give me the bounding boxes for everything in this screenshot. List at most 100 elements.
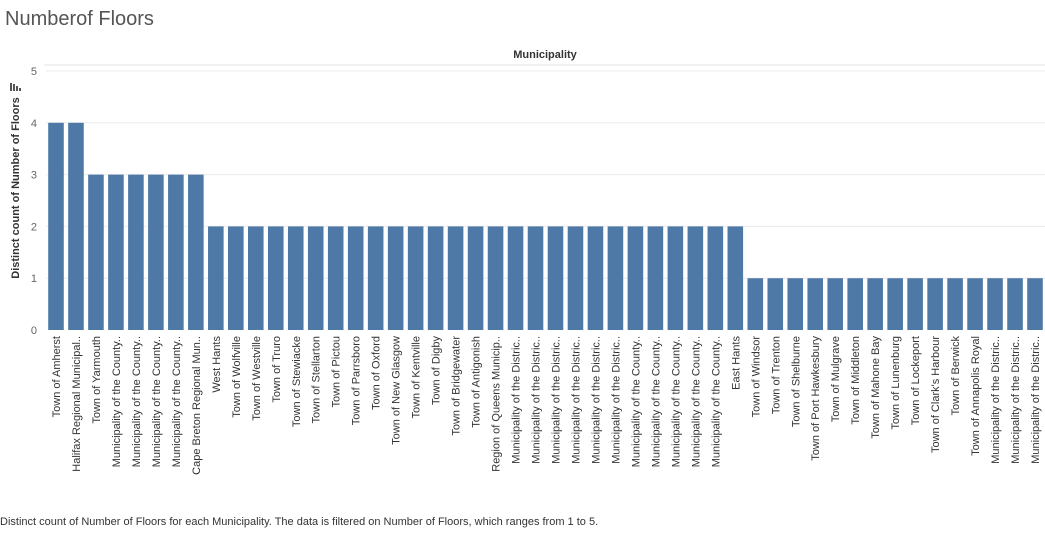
bar[interactable]	[647, 226, 664, 330]
bar[interactable]	[707, 226, 724, 330]
bar[interactable]	[607, 226, 624, 330]
x-tick-label: Town of Kentville	[411, 336, 423, 419]
x-tick-label: East Hants	[730, 336, 742, 390]
y-tick-label: 5	[31, 66, 37, 78]
bar[interactable]	[987, 278, 1003, 330]
x-tick-label: Town of Berwick	[950, 336, 962, 416]
bar[interactable]	[767, 278, 784, 330]
bar[interactable]	[108, 174, 124, 330]
bar[interactable]	[267, 226, 284, 330]
x-tick-label: Town of Wolfville	[231, 336, 243, 418]
x-tick-label: Town of Parrsboro	[351, 336, 363, 425]
y-tick-label: 1	[31, 273, 37, 285]
x-tick-label: Town of Amherst	[51, 336, 63, 417]
x-tick-label: Municipality of the County..	[670, 336, 682, 467]
x-tick-label: Municipality of the County..	[171, 336, 183, 467]
x-tick-label: Town of Digby	[431, 336, 443, 406]
x-tick-label: Municipality of the County..	[710, 336, 722, 467]
x-tick-label: Municipality of the Distric..	[610, 336, 622, 464]
bar[interactable]	[168, 174, 184, 330]
bar[interactable]	[867, 278, 883, 330]
x-tick-label: Municipality of the Distric..	[511, 336, 523, 464]
x-tick-label: Town of Westville	[251, 336, 263, 421]
y-tick-label: 2	[31, 221, 37, 233]
y-tick-label: 0	[31, 325, 37, 337]
bar[interactable]	[827, 278, 844, 330]
bar[interactable]	[48, 122, 64, 330]
bar-chart: 0 1 2 3 4 5 Town of Amherst Halifax Regional M…	[10, 49, 1045, 475]
x-tick-label: Town of Shelburne	[790, 336, 802, 427]
y-tick-label: 3	[31, 170, 37, 182]
x-tick-label: Municipality of the County..	[111, 336, 123, 467]
bar[interactable]	[747, 278, 764, 330]
x-tick-label: Municipality of the Distric..	[1010, 336, 1022, 464]
bar[interactable]	[88, 174, 104, 330]
bar[interactable]	[487, 226, 504, 330]
bar[interactable]	[447, 226, 464, 330]
bar[interactable]	[387, 226, 404, 330]
bar[interactable]	[1027, 278, 1043, 330]
x-tick-label: Municipality of the Distric..	[590, 336, 602, 464]
x-tick-label: Town of Clark's Harbour	[930, 336, 942, 453]
bar[interactable]	[687, 226, 704, 330]
bar[interactable]	[587, 226, 604, 330]
y-axis-label: Distinct count of Number of Floors	[10, 97, 22, 279]
x-tick-label: Town of Port Hawkesbury	[810, 336, 822, 461]
bar[interactable]	[927, 278, 943, 330]
bar[interactable]	[627, 226, 644, 330]
bar[interactable]	[727, 226, 744, 330]
x-tick-label: Town of Lunenburg	[890, 336, 902, 430]
bar[interactable]	[347, 226, 364, 330]
x-tick-label: Municipality of the County..	[630, 336, 642, 467]
bars[interactable]	[48, 122, 1043, 330]
bar[interactable]	[547, 226, 564, 330]
x-tick-label: Town of Mahone Bay	[870, 336, 882, 439]
bar[interactable]	[887, 278, 903, 330]
y-tick-label: 4	[31, 118, 37, 130]
bar[interactable]	[947, 278, 963, 330]
chart-caption: Distinct count of Number of Floors for e…	[0, 516, 599, 528]
bar[interactable]	[1007, 278, 1023, 330]
bar[interactable]	[247, 226, 264, 330]
x-tick-label: Town of Pictou	[331, 336, 343, 408]
bar[interactable]	[367, 226, 384, 330]
x-tick-label: Municipality of the Distric..	[990, 336, 1002, 464]
bar[interactable]	[228, 226, 244, 330]
bar[interactable]	[527, 226, 544, 330]
bar[interactable]	[287, 226, 304, 330]
bar[interactable]	[68, 122, 84, 330]
bar[interactable]	[507, 226, 524, 330]
bar[interactable]	[407, 226, 424, 330]
page-title: Numberof Floors	[5, 8, 154, 30]
x-tick-label: Municipality of the Distric..	[570, 336, 582, 464]
bar[interactable]	[148, 174, 164, 330]
bar[interactable]	[208, 226, 224, 330]
x-tick-label: Municipality of the Distric..	[1030, 336, 1042, 464]
x-tick-label: Town of Yarmouth	[91, 336, 103, 424]
bar[interactable]	[847, 278, 863, 330]
bar[interactable]	[567, 226, 584, 330]
x-tick-label: Municipality of the County..	[151, 336, 163, 467]
x-tick-label: Municipality of the County..	[690, 336, 702, 467]
bar[interactable]	[307, 226, 324, 330]
bar[interactable]	[128, 174, 144, 330]
column-header: Municipality	[513, 49, 577, 61]
x-tick-label: West Hants	[211, 336, 223, 393]
bar[interactable]	[327, 226, 344, 330]
x-tick-label: Town of Windsor	[750, 336, 762, 418]
x-tick-label: Town of Stellarton	[311, 336, 323, 423]
bar[interactable]	[807, 278, 824, 330]
y-axis-ticks: 0 1 2 3 4 5	[31, 66, 37, 337]
x-tick-label: Town of Lockeport	[910, 336, 922, 425]
bar[interactable]	[907, 278, 923, 330]
bar[interactable]	[188, 174, 204, 330]
bar[interactable]	[787, 278, 804, 330]
x-tick-label: Region of Queens Municip..	[491, 336, 503, 472]
x-tick-label: Town of Bridgewater	[451, 336, 463, 436]
x-tick-label: Municipality of the County..	[650, 336, 662, 467]
bar[interactable]	[967, 278, 983, 330]
bar[interactable]	[467, 226, 484, 330]
bar[interactable]	[427, 226, 444, 330]
bar[interactable]	[667, 226, 684, 330]
sort-descending-icon[interactable]	[10, 83, 21, 91]
